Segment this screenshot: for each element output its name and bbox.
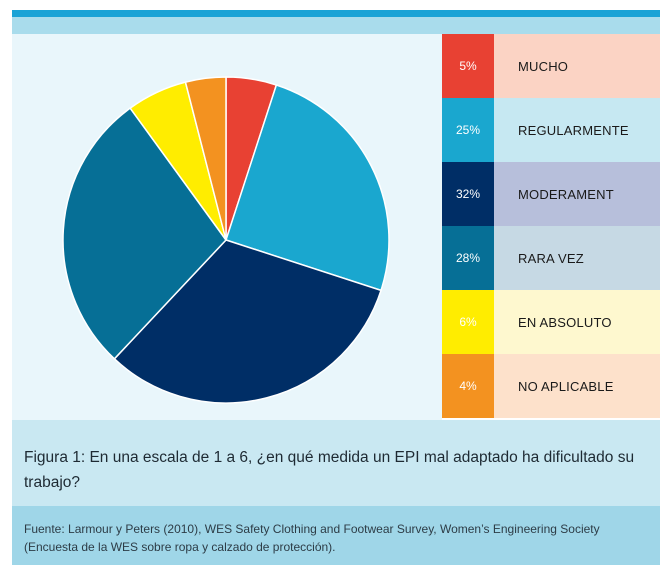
pie-slice-no-aplicable: [184, 76, 227, 241]
legend-percent: 4%: [442, 354, 494, 418]
legend-label: REGULARMENTE: [494, 98, 660, 162]
legend-percent: 28%: [442, 226, 494, 290]
pie-slice-regularmente: [225, 84, 390, 292]
legend-row-en-absoluto: 6% EN ABSOLUTO: [442, 290, 660, 354]
legend-label: RARA VEZ: [494, 226, 660, 290]
pie-slice-moderament: [113, 239, 382, 404]
chart-panel: [12, 34, 442, 420]
top-accent-bar: [12, 10, 660, 17]
source-note: Fuente: Larmour y Peters (2010), WES Saf…: [12, 506, 660, 565]
pie-chart: [62, 76, 390, 404]
legend-label: MODERAMENT: [494, 162, 660, 226]
legend-percent: 25%: [442, 98, 494, 162]
legend-row-mucho: 5% MUCHO: [442, 34, 660, 98]
legend-percent: 6%: [442, 290, 494, 354]
legend-row-rara-vez: 28% RARA VEZ: [442, 226, 660, 290]
figure-frame: 5% MUCHO 25% REGULARMENTE 32% MODERAMENT 28% RA…: [12, 10, 660, 565]
legend-row-moderament: 32% MODERAMENT: [442, 162, 660, 226]
legend-label: NO APLICABLE: [494, 354, 660, 418]
legend-row-regularmente: 25% REGULARMENTE: [442, 98, 660, 162]
legend-label: EN ABSOLUTO: [494, 290, 660, 354]
legend-label: MUCHO: [494, 34, 660, 98]
top-band: [12, 17, 660, 34]
figure-caption: Figura 1: En una escala de 1 a 6, ¿en qu…: [12, 420, 660, 506]
legend-percent: 32%: [442, 162, 494, 226]
legend: 5% MUCHO 25% REGULARMENTE 32% MODERAMENT 28% RA…: [442, 34, 660, 420]
legend-row-no-aplicable: 4% NO APLICABLE: [442, 354, 660, 418]
legend-percent: 5%: [442, 34, 494, 98]
pie-slice-rara-vez: [62, 107, 227, 360]
